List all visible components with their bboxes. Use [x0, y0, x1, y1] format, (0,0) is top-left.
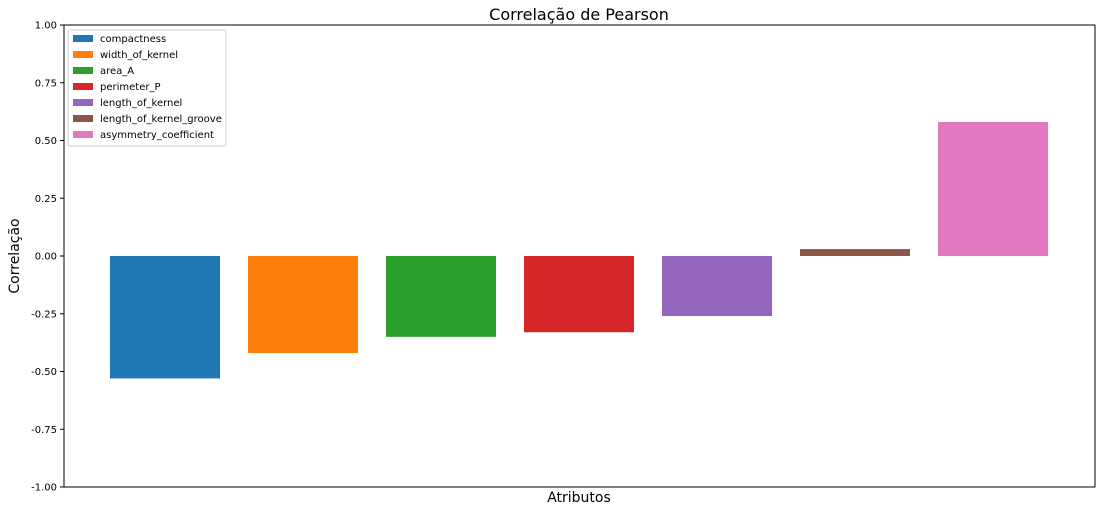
y-axis-label: Correlação [7, 218, 23, 293]
bars [110, 122, 1048, 379]
bar-width-of-kernel [248, 256, 358, 354]
legend-swatch [73, 35, 93, 42]
legend-label: length_of_kernel_groove [100, 114, 222, 125]
y-tick-label: -0.25 [31, 309, 57, 320]
legend-swatch [73, 67, 93, 74]
bar-asymmetry-coefficient [938, 122, 1048, 257]
y-tick-label: -1.00 [31, 483, 57, 494]
y-tick-label: 0.00 [35, 252, 57, 263]
plot-frame [63, 24, 1096, 488]
legend-label: compactness [100, 34, 166, 45]
y-tick-label: -0.75 [31, 425, 57, 436]
legend-swatch [73, 51, 93, 58]
y-tick-label: 0.75 [35, 78, 57, 89]
legend-swatch [73, 83, 93, 90]
y-axis-ticks: -1.00 -0.75 -0.50 -0.25 0.00 0.25 0.50 0.75 1.00 [31, 21, 64, 494]
legend-label: width_of_kernel [100, 50, 178, 61]
bar-length-of-kernel [662, 256, 772, 317]
y-tick-label: 0.25 [35, 194, 57, 205]
bar-area-A [386, 256, 496, 337]
bar-compactness [110, 256, 220, 379]
y-tick-label: -0.50 [31, 367, 57, 378]
legend-swatch [73, 131, 93, 138]
bar-perimeter-P [524, 256, 634, 333]
y-tick-label: 1.00 [35, 21, 57, 32]
legend-swatch [73, 99, 93, 106]
legend-label: asymmetry_coefficient [100, 130, 214, 141]
legend-box [67, 29, 227, 147]
legend-label: area_A [100, 66, 134, 77]
legend: compactness width_of_kernel area_A perimete… [67, 29, 227, 147]
bar-length-of-kernel-groove [800, 249, 910, 256]
legend-label: length_of_kernel [100, 98, 182, 109]
y-tick-label: 0.50 [35, 136, 57, 147]
legend-label: perimeter_P [100, 82, 161, 93]
chart-title: Correlação de Pearson [489, 5, 669, 24]
x-axis-label: Atributos [547, 490, 611, 506]
legend-swatch [73, 115, 93, 122]
